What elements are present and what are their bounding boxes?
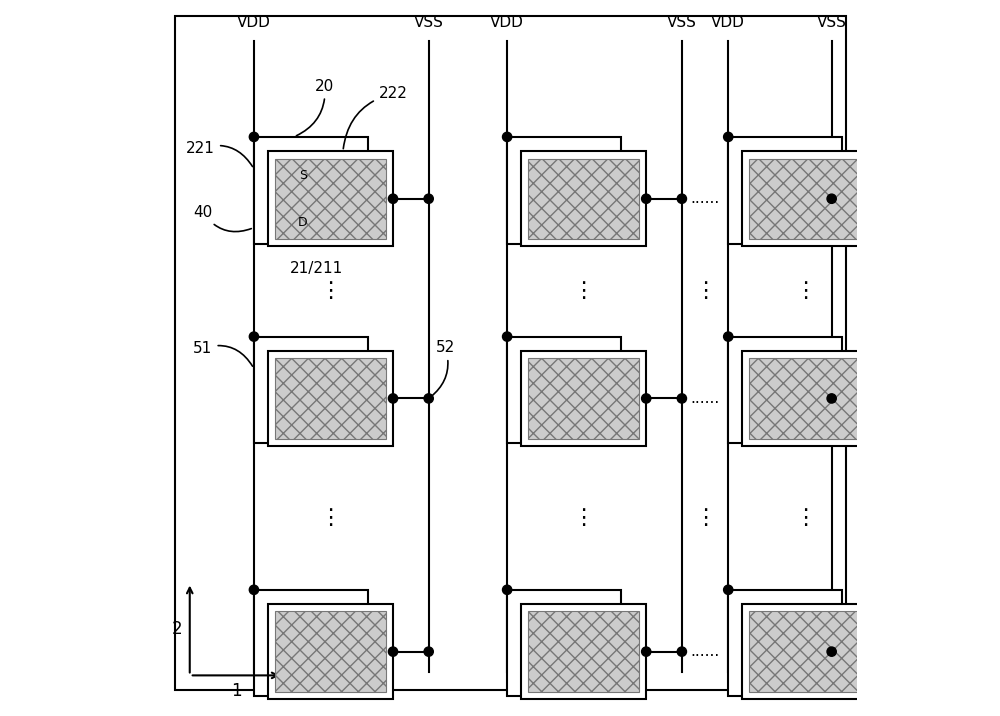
Text: VDD: VDD	[490, 15, 524, 30]
Circle shape	[863, 194, 872, 203]
Bar	[275, 158, 386, 239]
Circle shape	[827, 647, 836, 657]
Circle shape	[249, 132, 259, 142]
Circle shape	[249, 332, 259, 342]
Bar	[528, 358, 639, 439]
Text: 20: 20	[296, 79, 335, 136]
Circle shape	[424, 647, 433, 657]
Text: S: S	[299, 168, 307, 182]
Circle shape	[724, 585, 733, 594]
Bar	[749, 611, 860, 692]
Text: ......: ......	[690, 391, 720, 406]
Bar	[507, 590, 621, 697]
Bar	[528, 611, 639, 692]
Text: 221: 221	[186, 141, 252, 167]
Bar	[254, 137, 368, 243]
Text: 222: 222	[343, 86, 407, 149]
Circle shape	[827, 394, 836, 403]
Bar	[275, 611, 386, 692]
Circle shape	[424, 394, 433, 403]
Text: ⋮: ⋮	[319, 281, 342, 301]
Circle shape	[424, 194, 433, 203]
Text: 52: 52	[431, 340, 455, 397]
Circle shape	[388, 647, 398, 657]
Circle shape	[502, 585, 512, 594]
Text: 51: 51	[193, 341, 253, 366]
Text: ⋮: ⋮	[694, 508, 716, 528]
Bar	[521, 604, 646, 699]
Bar	[728, 337, 842, 443]
Circle shape	[863, 647, 872, 657]
Circle shape	[677, 194, 687, 203]
Circle shape	[642, 647, 651, 657]
Bar	[749, 158, 860, 239]
Bar	[521, 351, 646, 446]
Bar	[521, 152, 646, 246]
Bar	[742, 152, 867, 246]
Bar	[742, 604, 867, 699]
Text: ⋮: ⋮	[794, 508, 816, 528]
Text: VDD: VDD	[237, 15, 271, 30]
Circle shape	[388, 394, 398, 403]
Circle shape	[502, 132, 512, 142]
Bar	[254, 590, 368, 697]
Circle shape	[388, 194, 398, 203]
Text: ⋮: ⋮	[319, 508, 342, 528]
Circle shape	[677, 647, 687, 657]
Text: 1: 1	[231, 682, 241, 700]
Bar	[268, 351, 393, 446]
Text: VSS: VSS	[414, 15, 444, 30]
Text: ⋮: ⋮	[794, 281, 816, 301]
Circle shape	[827, 194, 836, 203]
Bar	[749, 358, 860, 439]
Text: ⋮: ⋮	[694, 281, 716, 301]
Bar	[254, 337, 368, 443]
Bar	[268, 152, 393, 246]
Circle shape	[502, 332, 512, 342]
Bar	[728, 590, 842, 697]
Text: D: D	[298, 216, 308, 229]
Text: 40: 40	[193, 205, 251, 231]
Circle shape	[642, 394, 651, 403]
Circle shape	[249, 585, 259, 594]
Bar	[275, 358, 386, 439]
Circle shape	[863, 394, 872, 403]
Text: VSS: VSS	[817, 15, 847, 30]
Circle shape	[677, 394, 687, 403]
Bar	[268, 604, 393, 699]
Bar	[528, 158, 639, 239]
Text: ......: ......	[690, 644, 720, 659]
Text: 2: 2	[172, 620, 182, 638]
Text: ......: ......	[690, 191, 720, 206]
Circle shape	[724, 332, 733, 342]
Bar	[742, 351, 867, 446]
Circle shape	[642, 194, 651, 203]
Text: ⋮: ⋮	[573, 281, 595, 301]
Text: VDD: VDD	[711, 15, 745, 30]
Circle shape	[724, 132, 733, 142]
Text: VSS: VSS	[667, 15, 697, 30]
Bar	[507, 137, 621, 243]
Bar	[507, 337, 621, 443]
Text: 21/211: 21/211	[290, 261, 343, 276]
Bar	[728, 137, 842, 243]
Text: ⋮: ⋮	[573, 508, 595, 528]
